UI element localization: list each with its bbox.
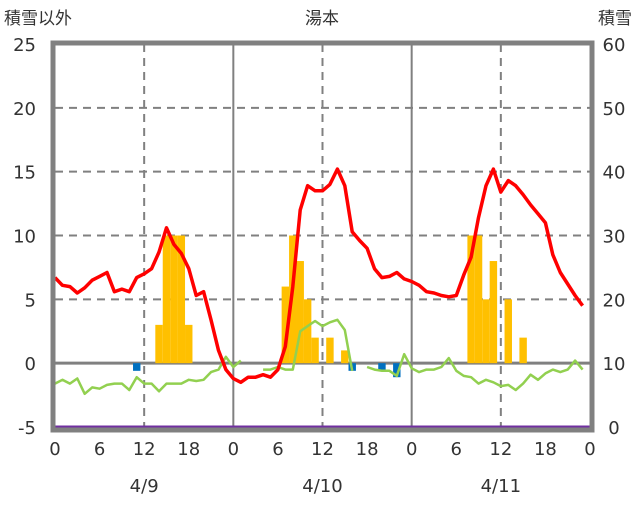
left-tick-label: 5 bbox=[25, 290, 36, 311]
x-tick-label: 18 bbox=[177, 439, 200, 460]
x-tick-label: 0 bbox=[228, 439, 239, 460]
left-tick-label: 15 bbox=[13, 163, 36, 184]
left-tick-label: 25 bbox=[13, 35, 36, 56]
yellow-bar bbox=[170, 235, 178, 364]
blue-bar bbox=[133, 363, 141, 371]
yellow-bar bbox=[326, 337, 334, 364]
right-tick-label: 20 bbox=[603, 290, 626, 311]
yellow-bar bbox=[296, 261, 304, 364]
bars bbox=[133, 235, 527, 378]
left-tick-label: 20 bbox=[13, 99, 36, 120]
lines bbox=[53, 167, 590, 429]
yellow-bar bbox=[467, 235, 475, 364]
yellow-bar bbox=[504, 299, 512, 364]
right-tick-label: 50 bbox=[603, 99, 626, 120]
left-tick-label: -5 bbox=[18, 418, 36, 439]
yellow-bar bbox=[341, 350, 349, 364]
x-tick-label: 6 bbox=[272, 439, 283, 460]
yellow-bar bbox=[162, 235, 171, 364]
right-tick-label: 0 bbox=[608, 418, 619, 439]
yellow-bar bbox=[489, 261, 498, 364]
left-axis-title: 積雪以外 bbox=[4, 9, 72, 29]
x-tick-label: 0 bbox=[406, 439, 417, 460]
yellow-bar bbox=[482, 299, 490, 364]
x-tick-label: 12 bbox=[489, 439, 512, 460]
blue-bar bbox=[393, 363, 401, 378]
x-tick-label: 0 bbox=[49, 439, 60, 460]
plot-border bbox=[50, 40, 595, 433]
right-tick-label: 30 bbox=[603, 227, 626, 248]
x-tick-label: 12 bbox=[311, 439, 334, 460]
x-tick-label: 6 bbox=[94, 439, 105, 460]
right-tick-label: 10 bbox=[603, 354, 626, 375]
blue-bar bbox=[378, 363, 386, 371]
day-label: 4/9 bbox=[130, 476, 159, 497]
yellow-bar bbox=[303, 299, 312, 364]
yellow-bar bbox=[311, 337, 319, 364]
plot-frame bbox=[50, 40, 595, 433]
yellow-bar bbox=[519, 337, 527, 364]
right-tick-label: 60 bbox=[603, 35, 626, 56]
x-tick-label: 18 bbox=[534, 439, 557, 460]
red-series-line bbox=[53, 167, 585, 385]
day-label: 4/10 bbox=[302, 476, 342, 497]
x-tick-label: 12 bbox=[133, 439, 156, 460]
right-tick-label: 40 bbox=[603, 163, 626, 184]
right-axis-title: 積雪 bbox=[598, 9, 632, 29]
green-series-line bbox=[54, 318, 584, 396]
left-tick-label: 10 bbox=[13, 227, 36, 248]
yellow-bar bbox=[185, 324, 193, 364]
yellow-bar bbox=[155, 324, 163, 364]
x-tick-label: 6 bbox=[451, 439, 462, 460]
yellow-bar bbox=[474, 235, 483, 364]
yellow-bar bbox=[177, 235, 186, 364]
grid bbox=[55, 44, 590, 427]
x-tick-label: 18 bbox=[356, 439, 379, 460]
day-label: 4/11 bbox=[481, 476, 521, 497]
x-tick-label: 0 bbox=[584, 439, 595, 460]
left-tick-label: 0 bbox=[25, 354, 36, 375]
yellow-bar bbox=[281, 286, 290, 364]
chart-title: 湯本 bbox=[305, 9, 339, 29]
